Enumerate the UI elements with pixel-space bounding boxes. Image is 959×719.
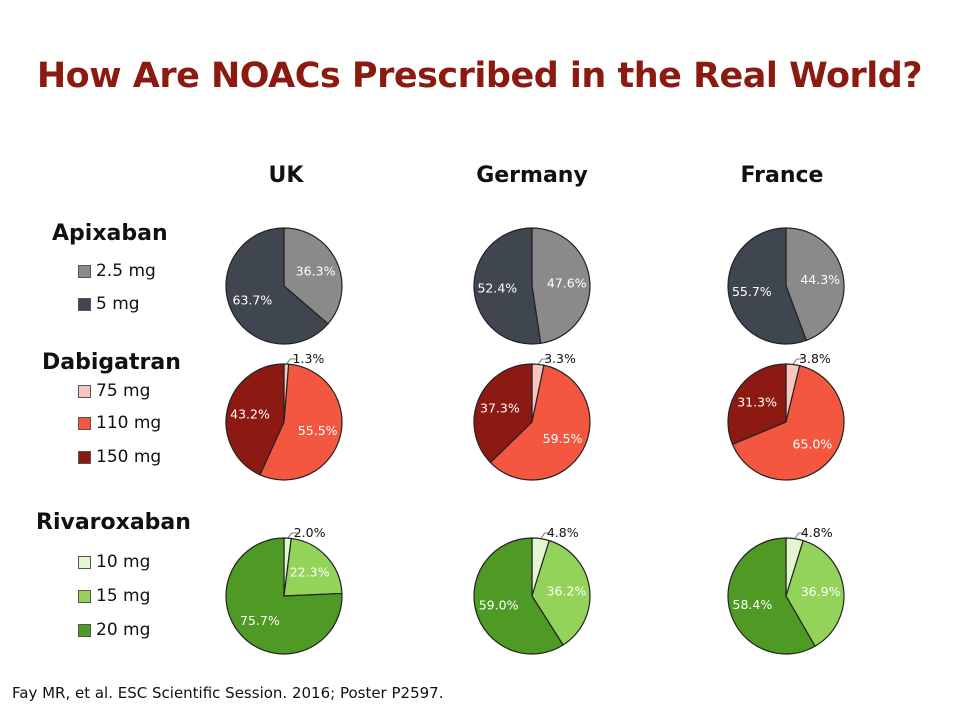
pie-slice-150-mg [225,363,285,476]
country-header-uk: UK [268,163,304,188]
pie-leader-line [794,532,805,539]
pie-slice-label: 65.0% [793,437,833,452]
pie-apixaban-uk: 36.3% 63.7% [225,227,343,345]
pie-slice-20-mg [727,537,816,655]
pie-slice-label: 36.3% [296,264,336,279]
pie-slice-2-5-mg [531,227,591,345]
legend-swatch [78,264,91,278]
legend-item-apixaban-5mg: 5 mg [78,294,140,314]
legend-item-rivaroxaban-20mg: 20 mg [78,620,150,640]
pie-slice-label: 36.2% [547,583,587,598]
legend-label: 2.5 mg [96,261,156,281]
pie-rivaroxaban-uk: 2.0% 22.3% 75.7% [225,525,343,655]
pie-slice-2-5-mg [785,227,845,342]
legend-item-dabigatran-150mg: 150 mg [78,447,161,467]
pie-slice-label: 75.7% [240,613,280,628]
pie-slice-20-mg [225,537,343,655]
legend-item-rivaroxaban-15mg: 15 mg [78,586,150,606]
pie-slice-label: 43.2% [230,407,270,422]
pie-slice-150-mg [473,363,533,464]
page-title: How Are NOACs Prescribed in the Real Wor… [36,56,923,96]
pie-slice-label: 44.3% [800,272,840,287]
pie-slice-label: 59.0% [479,598,519,613]
pie-slice-5-mg [225,227,329,345]
pie-slice-label: 36.9% [801,584,841,599]
pie-slice-110-mg [731,364,845,481]
legend-label: 15 mg [96,586,151,606]
pie-dabigatran-germany: 3.3% 59.5% 37.3% [473,351,591,481]
pie-slice-110-mg [259,363,343,481]
legend-label: 10 mg [96,552,151,572]
legend-label: 110 mg [96,413,162,433]
citation: Fay MR, et al. ESC Scientific Session. 2… [12,684,444,702]
legend-label: 5 mg [96,294,140,314]
pie-dabigatran-france: 3.8% 65.0% 31.3% [727,351,845,481]
legend-label: 150 mg [96,447,162,467]
pie-slice-label: 47.6% [547,275,587,290]
legend-item-apixaban-2-5mg: 2.5 mg [78,261,156,281]
legend-swatch [78,555,91,569]
pie-leader-line [792,358,803,365]
pie-slice-label: 63.7% [233,293,273,308]
legend-swatch [78,623,91,637]
pie-slice-15-mg [283,537,343,597]
pie-slice-15-mg [785,539,845,648]
drug-label-apixaban: Apixaban [52,221,168,246]
legend-item-dabigatran-75mg: 75 mg [78,381,150,401]
legend-swatch [78,384,91,398]
country-header-france: France [740,163,824,188]
pie-slice-15-mg [531,539,591,646]
pie-rivaroxaban-france: 4.8% 36.9% 58.4% [727,525,845,655]
pie-slice-label: 2.0% [294,525,326,540]
legend-item-dabigatran-110mg: 110 mg [78,413,161,433]
country-header-germany: Germany [476,163,588,188]
pie-dabigatran-uk: 1.3% 55.5% 43.2% [225,351,343,481]
legend-label: 20 mg [96,620,151,640]
pie-slice-label: 22.3% [290,564,330,579]
pie-slice-label: 55.5% [298,423,338,438]
pie-slice-5-mg [727,227,808,345]
legend-item-rivaroxaban-10mg: 10 mg [78,552,150,572]
pie-slice-label: 58.4% [733,597,773,612]
pie-slice-150-mg [727,363,787,446]
pie-rivaroxaban-germany: 4.8% 36.2% 59.0% [473,525,591,655]
pie-slice-20-mg [473,537,564,655]
pie-slice-label: 52.4% [477,281,517,296]
pie-slice-label: 59.5% [543,431,583,446]
pie-leader-line [287,532,298,539]
pie-slice-label: 3.3% [544,351,576,366]
pie-slice-label: 55.7% [732,284,772,299]
pie-slice-label: 1.3% [293,351,325,366]
pie-slice-label: 4.8% [801,525,833,540]
drug-label-dabigatran: Dabigatran [42,350,181,375]
pie-slice-5-mg [473,227,542,345]
pie-slice-110-mg [489,364,591,481]
legend-swatch [78,450,91,464]
pie-leader-line [286,358,297,365]
pie-slice-label: 31.3% [737,395,777,410]
legend-swatch [78,297,91,311]
pie-slice-label: 3.8% [799,351,831,366]
legend-swatch [78,416,91,430]
pie-slice-label: 37.3% [480,400,520,415]
drug-label-rivaroxaban: Rivaroxaban [36,510,191,535]
pie-slice-label: 4.8% [547,525,579,540]
pie-slice-2-5-mg [283,227,343,325]
pie-apixaban-france: 44.3% 55.7% [727,227,845,345]
pie-leader-line [537,358,548,365]
legend-swatch [78,589,91,603]
pie-leader-line [540,532,551,539]
legend-label: 75 mg [96,381,151,401]
pie-apixaban-germany: 47.6% 52.4% [473,227,591,345]
